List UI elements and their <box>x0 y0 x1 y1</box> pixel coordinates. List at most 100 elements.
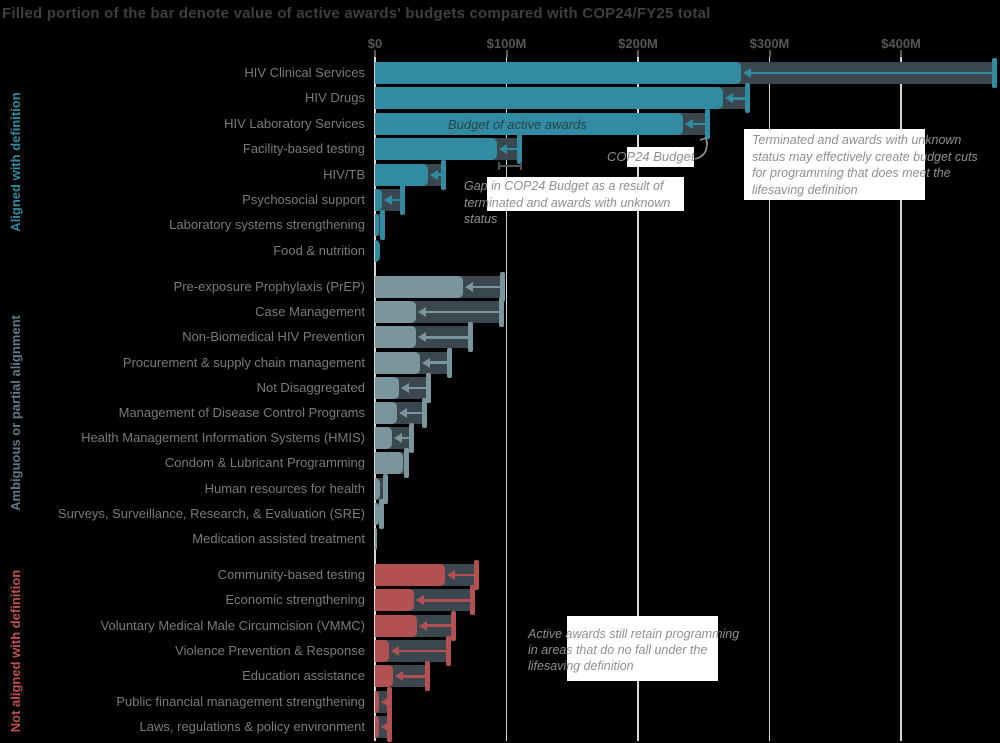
whisker-arrowhead <box>742 68 751 78</box>
active-awards-bar <box>375 715 379 738</box>
active-awards-bar <box>375 112 683 135</box>
whisker-line <box>424 310 501 314</box>
cop24-budget-cap <box>498 297 504 328</box>
category-label: Community-based testing <box>217 567 365 582</box>
whisker-arrowhead <box>399 408 408 418</box>
cop24-budget-cap <box>991 58 997 88</box>
whisker-line <box>749 71 994 75</box>
active-awards-bar <box>375 502 379 525</box>
cop24-budget-cap <box>422 398 428 428</box>
active-awards-bar <box>375 87 724 110</box>
cop24-budget-cap <box>468 322 474 353</box>
cop24-budget-cap <box>426 372 432 403</box>
whisker-arrowhead <box>499 144 508 155</box>
whisker-line <box>423 599 472 602</box>
active-awards-bar <box>375 326 416 349</box>
annotation-highlight-box <box>627 147 694 167</box>
whisker-arrowhead <box>446 570 455 580</box>
cop24-budget-cap <box>517 134 523 165</box>
active-awards-bar <box>375 564 445 586</box>
gridline <box>374 57 376 741</box>
whisker-arrowhead <box>395 671 404 682</box>
active-awards-bar <box>375 477 381 500</box>
annotation-highlight-box <box>567 616 718 681</box>
category-label: Pre-exposure Prophylaxis (PrEP) <box>173 279 365 294</box>
category-label: HIV/TB <box>323 166 365 182</box>
axis-tick <box>637 50 639 57</box>
cop24-budget-cap <box>425 661 431 692</box>
cop24-gap-bar <box>375 214 383 237</box>
gap-bracket <box>499 165 520 167</box>
gridline <box>637 57 639 741</box>
cop24-budget-cap <box>469 585 475 616</box>
active-awards-bar <box>375 301 416 324</box>
whisker-line <box>401 436 411 440</box>
whisker-arrowhead <box>429 169 438 180</box>
active-awards-bar <box>375 589 415 612</box>
category-label: Management of Disease Control Programs <box>118 405 365 420</box>
annotation-highlight-box <box>487 177 684 211</box>
whisker-line <box>506 147 519 151</box>
whisker-arrowhead <box>465 282 474 292</box>
active-awards-bar <box>375 214 379 237</box>
whisker-arrowhead <box>419 620 428 631</box>
cop24-budget-cap <box>744 83 750 114</box>
cop24-budget-cap <box>440 159 446 190</box>
category-label: Procurement & supply chain management <box>122 354 365 370</box>
axis-tick-label: $300M <box>749 36 790 51</box>
cop24-budget-cap <box>446 635 452 666</box>
group-label-ambiguous: Ambiguous or partial alignment <box>7 315 23 511</box>
active-awards-bar <box>375 665 394 688</box>
group-label-not-aligned: Not aligned with definition <box>7 569 23 733</box>
whisker-arrowhead <box>417 332 426 343</box>
whisker-line <box>390 198 402 202</box>
whisker-line <box>387 725 389 729</box>
active-awards-bar <box>375 639 390 662</box>
category-label: Facility-based testing <box>242 141 365 157</box>
active-awards-bar <box>375 138 498 161</box>
whisker-line <box>732 97 747 100</box>
axis-tick <box>900 50 902 57</box>
whisker-arrowhead <box>725 93 734 104</box>
active-awards-bar <box>375 528 377 550</box>
whisker-arrowhead <box>400 382 409 393</box>
cop24-budget-cap <box>380 210 386 241</box>
axis-tick-label: $100M <box>486 36 527 51</box>
group-label-aligned: Aligned with definition <box>7 92 23 232</box>
category-label: Food & nutrition <box>273 242 365 258</box>
cop24-budget-cap <box>379 498 385 529</box>
category-label: Psychosocial support <box>242 192 365 207</box>
cop24-budget-cap <box>473 560 479 590</box>
whisker-arrowhead <box>684 118 693 129</box>
axis-tick <box>374 50 376 57</box>
gap-bracket-right-cap <box>520 162 522 170</box>
active-awards-bar <box>375 690 379 713</box>
category-label: Laws, regulations & policy environment <box>139 718 365 734</box>
gridline <box>505 57 508 741</box>
cop24-budget-cap <box>386 686 392 717</box>
whisker-line <box>691 122 707 126</box>
axis-tick <box>505 50 508 57</box>
category-label: Surveys, Surveillance, Research, & Evalu… <box>57 505 365 521</box>
whisker-line <box>453 573 476 577</box>
cop24-budget-cap <box>451 610 457 641</box>
active-awards-bar <box>375 62 741 84</box>
whisker-line <box>472 285 502 289</box>
category-label: Human resources for health <box>204 480 365 496</box>
category-label: HIV Drugs <box>305 90 365 106</box>
active-awards-bar <box>375 402 398 424</box>
whisker-line <box>436 173 443 176</box>
annotation-gap-in-cop24: Gap in COP24 Budget as a result of termi… <box>464 179 671 226</box>
whisker-line <box>407 386 428 390</box>
whisker-line <box>402 675 427 678</box>
category-label: Not Disaggregated <box>256 379 365 395</box>
category-label: Case Management <box>255 304 365 320</box>
whisker-line <box>424 336 470 339</box>
category-label: Health Management Information Systems (H… <box>81 430 365 446</box>
active-awards-bar <box>375 239 381 262</box>
category-label: Medication assisted treatment <box>192 531 365 546</box>
category-label: Laboratory systems strengthening <box>169 217 365 233</box>
gap-bracket-left-cap <box>498 162 500 170</box>
whisker-line <box>398 649 448 653</box>
